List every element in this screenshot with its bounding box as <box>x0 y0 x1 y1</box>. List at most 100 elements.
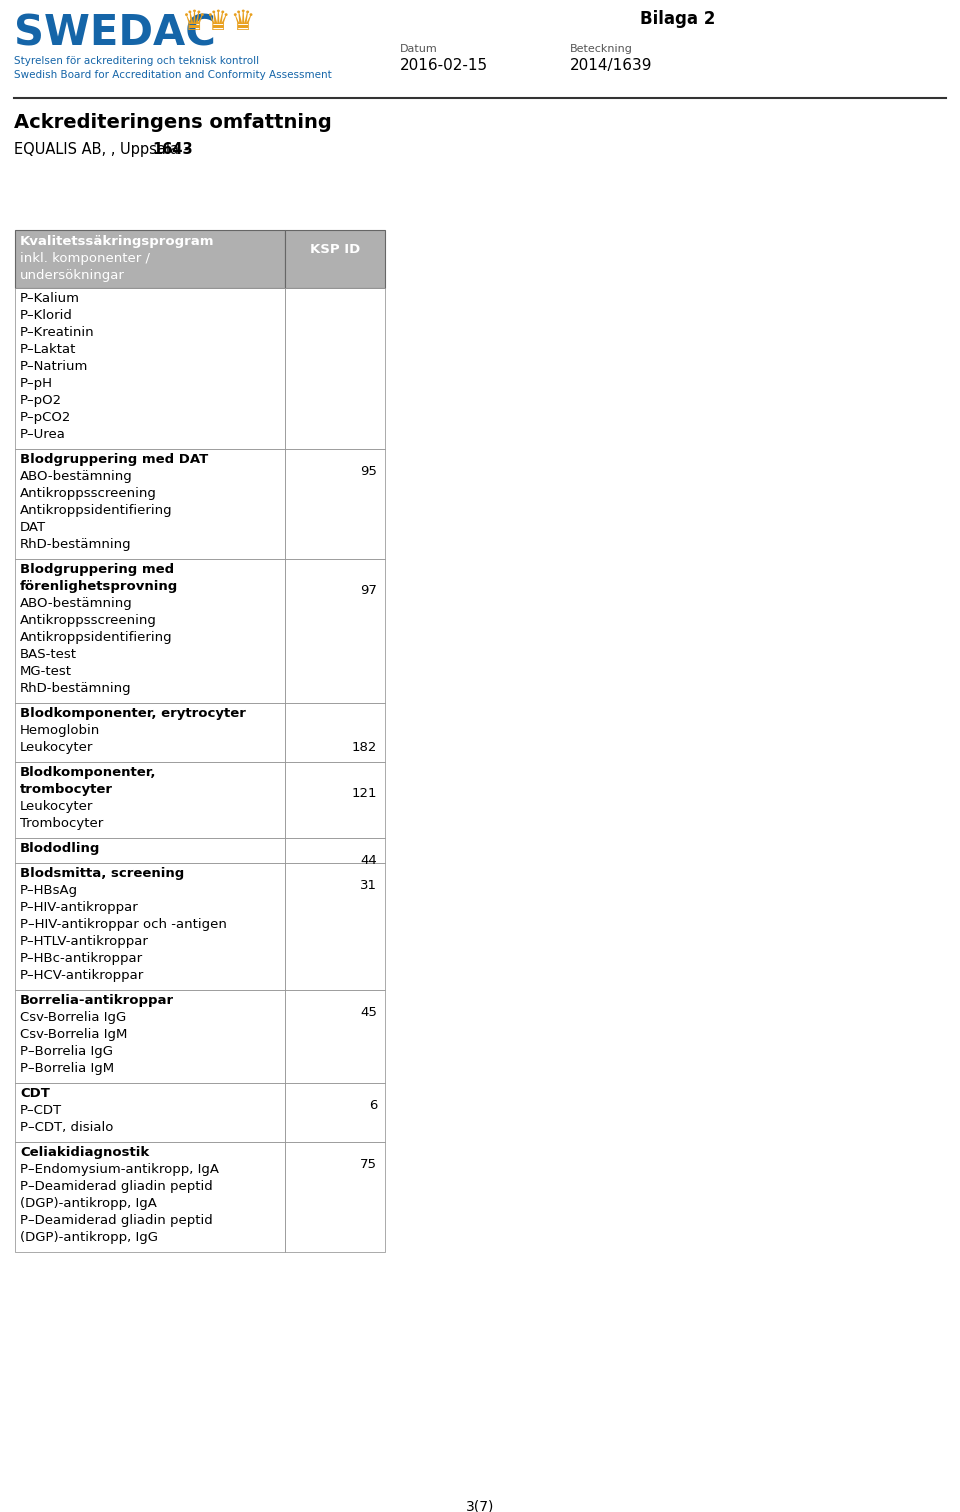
Text: P–HTLV-antikroppar: P–HTLV-antikroppar <box>20 934 149 948</box>
Text: RhD-bestämning: RhD-bestämning <box>20 538 132 550</box>
Text: ABO-bestämning: ABO-bestämning <box>20 470 132 482</box>
Text: Styrelsen för ackreditering och teknisk kontroll: Styrelsen för ackreditering och teknisk … <box>14 56 259 67</box>
Bar <box>15 863 285 990</box>
Bar <box>285 863 385 990</box>
Text: P–pH: P–pH <box>20 376 53 390</box>
Text: Hemoglobin: Hemoglobin <box>20 724 100 736</box>
Text: Blodgruppering med DAT: Blodgruppering med DAT <box>20 454 208 466</box>
Text: Ackrediteringens omfattning: Ackrediteringens omfattning <box>14 113 332 132</box>
Text: P–Deamiderad gliadin peptid: P–Deamiderad gliadin peptid <box>20 1214 213 1228</box>
Bar <box>285 1142 385 1252</box>
Text: undersökningar: undersökningar <box>20 269 125 283</box>
Bar <box>15 287 285 449</box>
Bar <box>15 559 285 703</box>
Bar <box>15 230 285 287</box>
Text: P–Kreatinin: P–Kreatinin <box>20 327 95 339</box>
Text: P–HIV-antikroppar: P–HIV-antikroppar <box>20 901 139 913</box>
Text: DAT: DAT <box>20 522 46 534</box>
Text: Leukocyter: Leukocyter <box>20 800 93 813</box>
Bar <box>285 449 385 559</box>
Text: 6: 6 <box>369 1099 377 1111</box>
Bar <box>15 838 285 863</box>
Text: P–Laktat: P–Laktat <box>20 343 77 355</box>
Text: CDT: CDT <box>20 1087 50 1101</box>
Text: P–HCV-antikroppar: P–HCV-antikroppar <box>20 969 144 981</box>
Text: P–Natrium: P–Natrium <box>20 360 88 373</box>
Bar <box>15 1083 285 1142</box>
Bar <box>15 449 285 559</box>
Text: 97: 97 <box>360 584 377 597</box>
Text: P–Klorid: P–Klorid <box>20 308 73 322</box>
Text: Leukocyter: Leukocyter <box>20 741 93 754</box>
Text: 182: 182 <box>351 741 377 754</box>
Text: Celiakidiagnostik: Celiakidiagnostik <box>20 1146 149 1160</box>
Text: SWEDAC: SWEDAC <box>14 12 216 54</box>
Text: 2014/1639: 2014/1639 <box>570 57 653 73</box>
Bar <box>15 990 285 1083</box>
Bar <box>285 762 385 838</box>
Text: (DGP)-antikropp, IgA: (DGP)-antikropp, IgA <box>20 1198 156 1210</box>
Text: Csv-Borrelia IgG: Csv-Borrelia IgG <box>20 1012 127 1024</box>
Text: P–HBsAg: P–HBsAg <box>20 885 78 897</box>
Text: förenlighetsprovning: förenlighetsprovning <box>20 581 179 593</box>
Text: P–Endomysium-antikropp, IgA: P–Endomysium-antikropp, IgA <box>20 1163 219 1176</box>
Text: Antikroppsidentifiering: Antikroppsidentifiering <box>20 503 173 517</box>
Text: Blodkomponenter, erytrocyter: Blodkomponenter, erytrocyter <box>20 708 246 720</box>
Text: MG-test: MG-test <box>20 665 72 677</box>
Text: (DGP)-antikropp, IgG: (DGP)-antikropp, IgG <box>20 1231 158 1244</box>
Bar <box>285 703 385 762</box>
Text: Csv-Borrelia IgM: Csv-Borrelia IgM <box>20 1028 128 1040</box>
Text: P–pO2: P–pO2 <box>20 395 62 407</box>
Bar <box>15 762 285 838</box>
Bar <box>285 838 385 863</box>
Text: KSP ID: KSP ID <box>310 243 360 256</box>
Text: 3(7): 3(7) <box>466 1500 494 1512</box>
Text: trombocyter: trombocyter <box>20 783 113 795</box>
Bar <box>285 287 385 449</box>
Text: Blodkomponenter,: Blodkomponenter, <box>20 767 156 779</box>
Text: P–HBc-antikroppar: P–HBc-antikroppar <box>20 953 143 965</box>
Text: Beteckning: Beteckning <box>570 44 633 54</box>
Text: Borrelia-antikroppar: Borrelia-antikroppar <box>20 993 174 1007</box>
Bar <box>285 1083 385 1142</box>
Text: P–Urea: P–Urea <box>20 428 66 442</box>
Text: Trombocyter: Trombocyter <box>20 816 104 830</box>
Text: Swedish Board for Accreditation and Conformity Assessment: Swedish Board for Accreditation and Conf… <box>14 70 332 80</box>
Text: Antikroppsidentifiering: Antikroppsidentifiering <box>20 631 173 644</box>
Text: P–CDT, disialo: P–CDT, disialo <box>20 1120 113 1134</box>
Text: P–Borrelia IgM: P–Borrelia IgM <box>20 1061 114 1075</box>
Text: Antikroppsscreening: Antikroppsscreening <box>20 614 156 627</box>
Text: Blodgruppering med: Blodgruppering med <box>20 562 174 576</box>
Text: P–Kalium: P–Kalium <box>20 292 80 305</box>
Text: P–Deamiderad gliadin peptid: P–Deamiderad gliadin peptid <box>20 1179 213 1193</box>
Bar <box>15 703 285 762</box>
Bar <box>15 1142 285 1252</box>
Bar <box>285 559 385 703</box>
Text: 1643: 1643 <box>152 142 193 157</box>
Text: inkl. komponenter /: inkl. komponenter / <box>20 253 150 265</box>
Text: 95: 95 <box>360 466 377 478</box>
Text: P–pCO2: P–pCO2 <box>20 411 71 423</box>
Text: Datum: Datum <box>400 44 438 54</box>
Text: ABO-bestämning: ABO-bestämning <box>20 597 132 609</box>
Text: P–HIV-antikroppar och -antigen: P–HIV-antikroppar och -antigen <box>20 918 227 931</box>
Text: Kvalitetssäkringsprogram: Kvalitetssäkringsprogram <box>20 234 214 248</box>
Text: P–CDT: P–CDT <box>20 1104 62 1117</box>
Text: 2016-02-15: 2016-02-15 <box>400 57 488 73</box>
Bar <box>285 230 385 287</box>
Text: Antikroppsscreening: Antikroppsscreening <box>20 487 156 500</box>
Text: 75: 75 <box>360 1158 377 1170</box>
Text: 44: 44 <box>360 854 377 866</box>
Text: 121: 121 <box>351 788 377 800</box>
Text: 31: 31 <box>360 878 377 892</box>
Text: P–Borrelia IgG: P–Borrelia IgG <box>20 1045 113 1058</box>
Text: EQUALIS AB, , Uppsala -: EQUALIS AB, , Uppsala - <box>14 142 194 157</box>
Bar <box>285 990 385 1083</box>
Text: RhD-bestämning: RhD-bestämning <box>20 682 132 696</box>
Text: ♛♛♛: ♛♛♛ <box>182 8 256 36</box>
Text: 45: 45 <box>360 1005 377 1019</box>
Text: Blodsmitta, screening: Blodsmitta, screening <box>20 866 184 880</box>
Text: Blododling: Blododling <box>20 842 101 854</box>
Text: BAS-test: BAS-test <box>20 649 77 661</box>
Text: Bilaga 2: Bilaga 2 <box>640 11 715 29</box>
